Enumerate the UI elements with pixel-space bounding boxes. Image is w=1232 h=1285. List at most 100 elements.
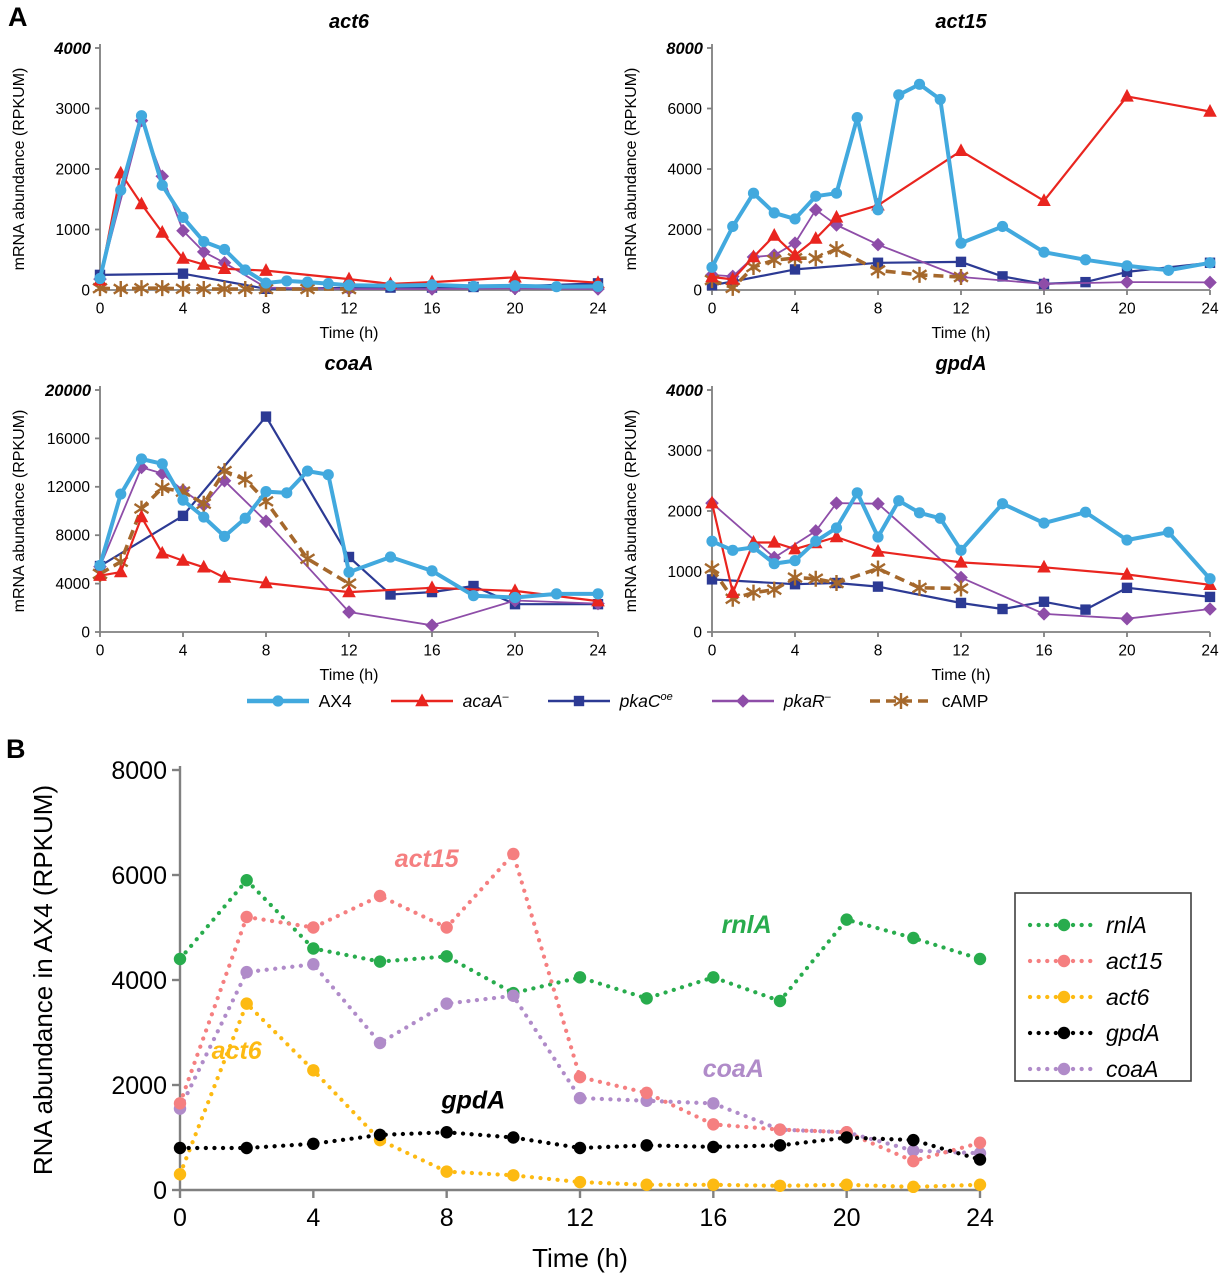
marker-act15 (507, 847, 520, 861)
series-line-cAMP (710, 566, 962, 601)
y-max-label: 20000 (44, 382, 92, 400)
axes (711, 44, 1210, 291)
marker-pkaR (1037, 277, 1051, 291)
marker-pkaC (177, 510, 189, 522)
y-tick-label: 8000 (56, 528, 91, 545)
x-tick-label: 8 (262, 643, 271, 660)
strain-legend-sample-AX4 (246, 695, 309, 707)
marker-pkaR (342, 605, 356, 619)
y-tick-label: 6000 (668, 101, 703, 118)
marker-rnlA (440, 950, 453, 963)
x-tick-label: 4 (179, 301, 188, 318)
y-max-label: 8000 (666, 40, 704, 58)
strain-legend-item-pkaR: pkaR– (709, 690, 831, 712)
marker-AX4 (768, 207, 780, 219)
marker-acaA (93, 568, 107, 581)
marker-AX4 (550, 588, 563, 600)
x-tick-label: 16 (423, 643, 440, 660)
marker-gpdA (440, 1126, 453, 1139)
strain-legend-item-cAMP: cAMP (867, 690, 988, 712)
x-tick-label: 24 (966, 1204, 994, 1232)
marker-pkaC (1038, 596, 1050, 607)
chart-gpdA: 0 1000 2000 3000 4000 0 4 8 12 16 20 24 gpdA Time (h)… (620, 348, 1224, 688)
marker-AX4 (727, 220, 739, 233)
y-tick-label: 4000 (668, 161, 703, 178)
marker-coaA (240, 965, 253, 979)
marker-AX4 (851, 487, 863, 499)
marker-AX4 (934, 512, 946, 524)
marker-pkaC (997, 271, 1008, 282)
marker-act6 (907, 1180, 920, 1194)
x-tick-label: 12 (566, 1204, 594, 1232)
chart-coaA: 0 4000 8000 12000 16000 20000 0 4 8 12 16 20 24 coaA T… (8, 348, 612, 688)
marker-acaA (705, 495, 719, 509)
marker-act15 (773, 1123, 787, 1136)
strain-legend: AX4 acaA– pkaCoe pkaR– cAMP (0, 690, 1232, 712)
marker-rnlA (640, 992, 653, 1005)
marker-AX4 (830, 522, 843, 534)
marker-acaA (508, 269, 522, 283)
marker-AX4 (322, 278, 334, 290)
marker-acaA (788, 541, 802, 555)
annotation-gpdA: gpdA (440, 1087, 505, 1115)
y-axis-label: RNA abundance in AX4 (RPKUM) (28, 785, 58, 1175)
marker-acaA (829, 529, 844, 543)
marker-acaA (134, 509, 149, 523)
marker-acaA (176, 251, 190, 264)
marker-gpdA (373, 1128, 387, 1142)
marker-cAMP (870, 262, 886, 279)
series-line-acaA (711, 95, 1211, 281)
chart-act15: 0 2000 4000 6000 8000 0 4 8 12 16 20 24 act15 Time (h… (620, 6, 1224, 346)
y-tick-label: 0 (693, 624, 702, 641)
marker-AX4 (467, 280, 480, 292)
marker-AX4 (281, 275, 293, 287)
marker-acaA (705, 269, 719, 283)
strain-legend-marker-AX4 (271, 695, 284, 707)
chart-svg-coaA: 0 4000 8000 12000 16000 20000 0 4 8 12 16 20 24 coaA T… (11, 353, 607, 684)
chart-act6: 0 1000 2000 3000 4000 0 4 8 12 16 20 24 act6 Time (h)… (8, 6, 612, 346)
marker-cAMP (911, 266, 928, 283)
marker-AX4 (727, 544, 739, 556)
marker-cAMP (154, 280, 170, 297)
marker-gpdA (707, 1140, 720, 1154)
marker-pkaC (1080, 604, 1091, 615)
y-tick-label: 2000 (668, 222, 703, 239)
marker-acaA (767, 534, 782, 548)
y-tick-label: 2000 (111, 1072, 167, 1100)
marker-pkaR (808, 203, 823, 217)
marker-acaA (176, 553, 190, 566)
marker-AX4 (893, 495, 905, 507)
marker-AX4 (260, 486, 272, 498)
annotation-rnlA: rnlA (722, 911, 772, 939)
series-line-pkaR (99, 466, 599, 627)
marker-pkaR (954, 570, 968, 585)
marker-AX4 (343, 279, 355, 291)
marker-AX4 (996, 220, 1009, 233)
strain-legend-item-pkaC: pkaCoe (545, 690, 673, 712)
marker-AX4 (789, 555, 801, 567)
gene-legend-label-coaA: coaA (1106, 1056, 1158, 1082)
marker-acaA (196, 257, 211, 270)
marker-AX4 (198, 511, 210, 523)
annotation-coaA: coaA (703, 1055, 764, 1083)
marker-gpdA (573, 1141, 587, 1155)
marker-AX4 (913, 78, 926, 90)
marker-pkaC (997, 603, 1008, 615)
x-tick-label: 24 (1201, 301, 1219, 318)
marker-acaA (217, 570, 232, 583)
marker-pkaC (1121, 266, 1133, 278)
x-tick-label: 20 (833, 1204, 861, 1232)
gene-legend-box: rnlA act15 act6 gpdA coaA (1014, 892, 1192, 1082)
marker-AX4 (747, 541, 760, 553)
marker-pkaR (217, 473, 232, 488)
x-tick-label: 12 (340, 643, 357, 660)
marker-AX4 (343, 566, 355, 578)
marker-cAMP (237, 281, 253, 297)
marker-pkaR (425, 618, 439, 633)
marker-coaA (373, 1036, 387, 1050)
marker-acaA (155, 545, 170, 559)
marker-acaA (1120, 567, 1134, 580)
marker-cAMP (704, 560, 720, 577)
marker-pkaR (829, 496, 844, 510)
marker-AX4 (872, 531, 884, 543)
